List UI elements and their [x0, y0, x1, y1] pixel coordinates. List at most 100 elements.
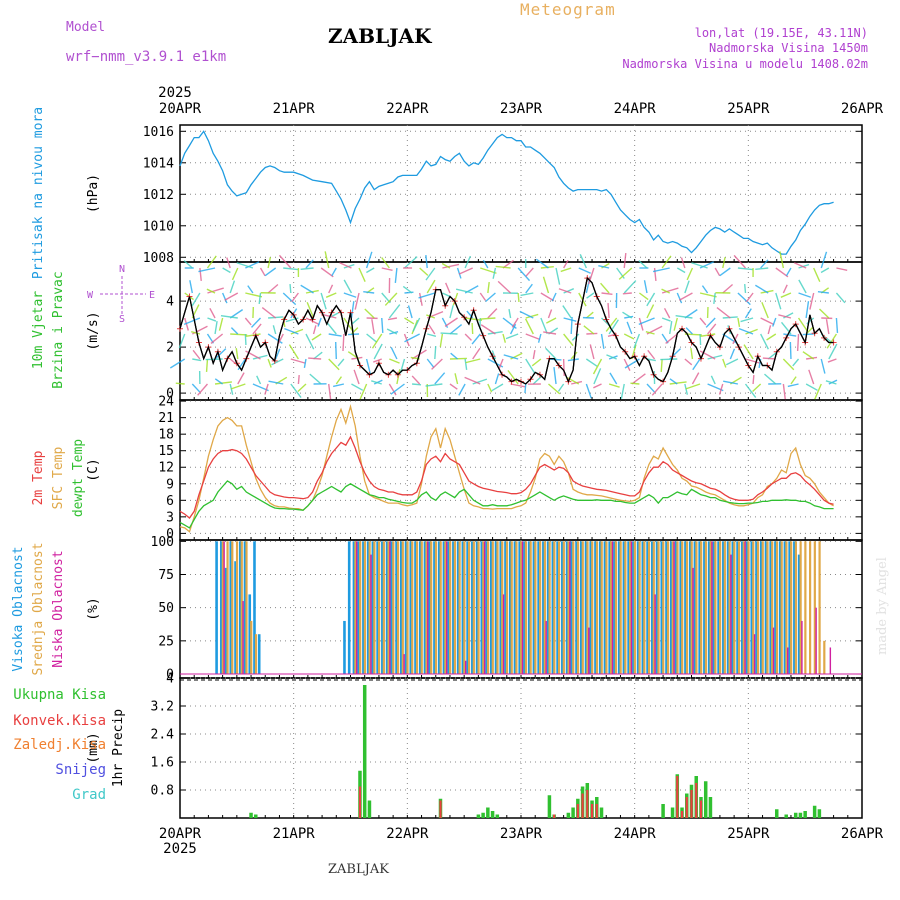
wind-arrow	[825, 319, 830, 335]
cloud-bar	[685, 541, 689, 675]
cloud-bar	[529, 541, 532, 675]
wind-arrow	[282, 292, 297, 306]
wind-arrow	[275, 348, 281, 360]
wind-arrow	[624, 315, 634, 319]
cloud-bar	[224, 567, 228, 675]
wind-arrow	[743, 344, 754, 360]
cloud-bar	[731, 541, 735, 675]
cloud-bar	[425, 541, 428, 675]
wind-arrow	[183, 317, 201, 326]
wind-arrow	[752, 374, 755, 385]
cloud-bar	[584, 541, 588, 675]
wind-arrow	[669, 381, 687, 385]
cloud-bar	[714, 541, 717, 675]
cloud-bar	[745, 541, 749, 675]
cloud-bar	[546, 541, 550, 675]
cloud-low-label: Niska Oblacnost	[51, 550, 66, 667]
temperature-ytick-label: 12	[158, 461, 174, 476]
precip-bar	[699, 800, 703, 818]
altitude-label: Nadmorska Visina 1450m	[709, 41, 868, 55]
wind-arrow	[557, 383, 565, 392]
wind-arrow	[471, 333, 481, 345]
cloud-bar	[752, 541, 755, 675]
wind-arrow	[592, 358, 603, 375]
precip-bar	[439, 800, 442, 818]
cloud-bar	[556, 541, 559, 675]
station-title: ZABLJAK	[328, 24, 432, 48]
wind-arrow	[601, 292, 613, 296]
wind-arrow	[809, 292, 815, 310]
cloud-bar	[382, 541, 385, 675]
wind-arrow	[494, 373, 500, 385]
wind-arrow	[458, 383, 466, 396]
cloud-bar	[755, 541, 758, 675]
precip-bar	[481, 812, 485, 818]
wind-arrow	[563, 259, 569, 269]
cloud-bar	[527, 541, 531, 675]
wind-arrow	[562, 305, 572, 319]
wind-arrow	[328, 284, 334, 294]
wind-arrow	[766, 333, 777, 341]
wind-arrow	[652, 267, 670, 273]
wind-arrow	[373, 379, 383, 385]
cloud-high-label: Visoka Oblacnost	[11, 546, 26, 671]
precip-panel: 0.8 1.6 2.4 3.2 4 (mm)	[86, 672, 863, 819]
wind-arrow	[737, 292, 751, 306]
cloud-bar	[603, 541, 607, 675]
wind-arrow	[425, 383, 443, 387]
cloud-bar	[744, 541, 746, 675]
cloud-bar	[483, 541, 486, 675]
wind-arrow	[508, 309, 512, 319]
cloud-bar	[234, 561, 237, 675]
x-tick-label-bottom: 26APR	[841, 826, 884, 842]
wind-arrow	[449, 324, 463, 335]
wind-arrow	[633, 333, 641, 349]
wind-arrow	[598, 265, 610, 269]
wind-arrow	[449, 357, 467, 360]
temperature-ytick-label: 9	[166, 477, 174, 492]
wind-arrow	[796, 333, 800, 352]
wind-arrow	[169, 358, 186, 369]
wind-arrow	[407, 305, 413, 319]
wind-arrow	[616, 267, 625, 279]
wind-arrow	[716, 306, 731, 319]
cloud-bar	[521, 541, 524, 675]
wind-arrow	[699, 333, 702, 346]
cloud-bar	[629, 541, 632, 675]
x-tick-label-top: 26APR	[841, 101, 884, 117]
wind-arrow	[487, 383, 493, 393]
wind-arrow	[783, 333, 797, 337]
wind-arrow	[608, 319, 619, 335]
wind-arrow	[699, 292, 717, 298]
wind-arrow	[418, 292, 423, 306]
wind-arrow	[495, 265, 511, 269]
wind-ytick-label: 4	[166, 295, 174, 310]
wind-arrow	[510, 383, 526, 388]
wind-arrow	[482, 259, 489, 269]
cloud-bar	[709, 541, 712, 675]
wind-arrow	[540, 292, 555, 302]
wind-arrow	[673, 317, 678, 331]
cloud-bar	[674, 541, 678, 675]
wind-arrow	[404, 317, 415, 325]
wind-arrow	[828, 379, 838, 385]
wind-arrow	[209, 307, 216, 319]
cloud-bar	[813, 541, 816, 675]
wind-arrow	[646, 292, 656, 307]
wind-arrow	[540, 317, 548, 335]
wind-arrow	[178, 333, 186, 349]
wind-arrow	[787, 383, 799, 388]
pressure-label: Pritisak na nivou mora	[31, 107, 46, 279]
cloud-bar	[357, 541, 360, 675]
wind-arrow	[381, 257, 390, 269]
cloud-bar	[750, 541, 754, 675]
precip-bar	[571, 807, 575, 818]
wind-arrow	[562, 358, 565, 377]
wind-arrow	[386, 328, 398, 335]
cloud-bar	[704, 541, 708, 675]
wind-arrow	[729, 348, 736, 360]
cloud-bar	[537, 541, 540, 675]
wind-arrow	[661, 255, 672, 269]
wind-arrow	[389, 358, 400, 364]
wind-arrow	[300, 267, 314, 271]
